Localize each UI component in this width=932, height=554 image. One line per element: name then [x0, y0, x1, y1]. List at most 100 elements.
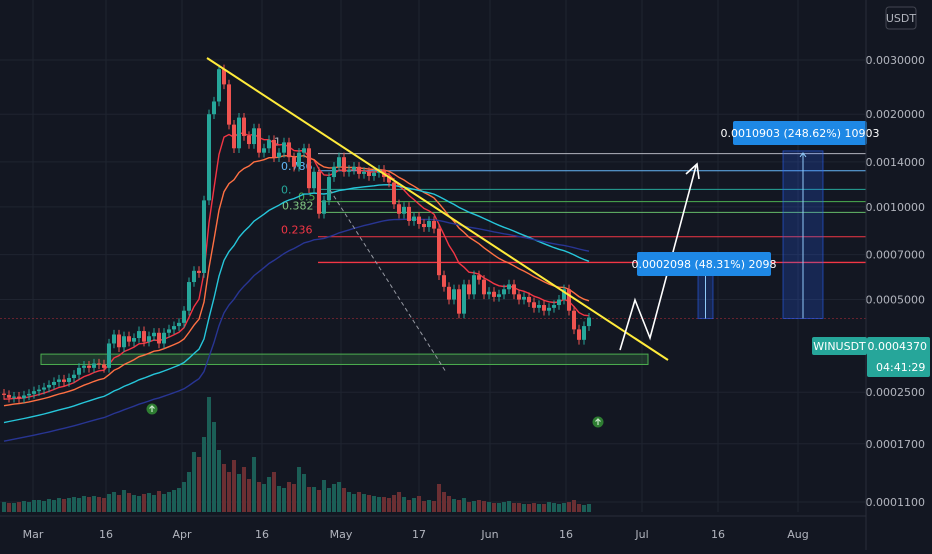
- fib-level-label: 0.236: [281, 224, 313, 237]
- candle-body: [387, 177, 391, 183]
- currency-badge[interactable]: USDT: [885, 6, 917, 30]
- candle-body: [202, 200, 206, 273]
- volume-bar: [27, 502, 31, 512]
- moving-averages: [3, 132, 590, 442]
- volume-bar: [77, 498, 81, 512]
- volume-bar: [542, 504, 546, 512]
- volume-bar: [142, 494, 146, 512]
- volume-bar: [72, 497, 76, 512]
- candle-body: [527, 296, 531, 303]
- volume-bar: [262, 484, 266, 512]
- price-tick-label: 0.0002500: [866, 386, 926, 399]
- volume-bar: [167, 492, 171, 512]
- fib-level-label: 1: [274, 136, 281, 149]
- time-tick-label: 17: [412, 528, 426, 541]
- candle-body: [497, 294, 501, 297]
- dashed-fib-anchor-line[interactable]: [329, 189, 447, 373]
- candle-body: [12, 396, 16, 398]
- volume-bar: [427, 500, 431, 512]
- volume-bar: [137, 496, 141, 512]
- volume-bar: [57, 498, 61, 512]
- volume-bar: [437, 484, 441, 512]
- candle-body: [442, 275, 446, 287]
- price-value: 0.0004370: [868, 340, 928, 353]
- zones: [0, 261, 866, 365]
- volume-bar: [12, 503, 16, 512]
- symbol-label: WINUSDT: [813, 340, 866, 353]
- volume-bar: [477, 500, 481, 512]
- time-tick-label: 16: [559, 528, 573, 541]
- volume-bar: [307, 487, 311, 512]
- candle-body: [7, 394, 11, 398]
- projection-label: 0.0010903 (248.62%) 10903: [721, 127, 880, 140]
- candle-body: [157, 332, 161, 344]
- volume-bar: [412, 498, 416, 512]
- volume-bar: [222, 464, 226, 512]
- volume-bar: [517, 503, 521, 512]
- volume-bar: [482, 501, 486, 512]
- candle-body: [137, 331, 141, 339]
- volume-bar: [327, 488, 331, 512]
- volume-bar: [377, 497, 381, 512]
- candle-body: [92, 363, 96, 368]
- ma-red-line: [3, 132, 590, 400]
- volume-bar: [177, 488, 181, 512]
- volume-bar: [247, 479, 251, 512]
- volume-bar: [502, 502, 506, 512]
- candle-body: [412, 216, 416, 221]
- volume-bar: [532, 503, 536, 512]
- volume-bar: [277, 486, 281, 512]
- volume-bar: [337, 482, 341, 512]
- volume-bar: [432, 501, 436, 512]
- candle-body: [162, 332, 166, 344]
- volume-bar: [467, 502, 471, 512]
- volume-bar: [272, 472, 276, 512]
- candle-body: [407, 206, 411, 221]
- candle-body: [122, 336, 126, 348]
- candle-body: [167, 329, 171, 333]
- arrow-head: [685, 162, 700, 180]
- projection-label: 0.0002098 (48.31%) 2098: [632, 258, 777, 271]
- candle-body: [397, 204, 401, 214]
- candle-body: [242, 117, 246, 136]
- volume-bar: [457, 500, 461, 512]
- candle-body: [437, 228, 441, 276]
- volume-bar: [32, 500, 36, 512]
- fib-level-label: 0.: [281, 183, 292, 196]
- candle-body: [537, 305, 541, 308]
- candle-body: [247, 135, 251, 145]
- candle-body: [32, 391, 36, 394]
- volume-bar: [447, 496, 451, 512]
- candle-body: [182, 310, 186, 323]
- support-zone[interactable]: [40, 353, 649, 365]
- price-projections[interactable]: 0.0002098 (48.31%) 2098 0.0010903 (248.62…: [632, 121, 880, 319]
- volume-bar: [62, 499, 66, 512]
- volume-bar: [367, 495, 371, 512]
- candle-body: [297, 152, 301, 167]
- volume-bar: [567, 502, 571, 512]
- volume-bar: [417, 496, 421, 512]
- time-tick-label: Jun: [480, 528, 498, 541]
- volume-bar: [117, 495, 121, 512]
- volume-bar: [552, 503, 556, 512]
- descending-trendline[interactable]: [206, 57, 669, 361]
- candle-body: [62, 379, 66, 382]
- candle-body: [172, 326, 176, 330]
- volume-bar: [237, 474, 241, 512]
- candle-body: [192, 270, 196, 283]
- volume-bar: [17, 502, 21, 512]
- price-badge: [867, 337, 930, 377]
- candle-body: [342, 157, 346, 172]
- time-tick-label: May: [330, 528, 353, 541]
- candle-body: [347, 169, 351, 172]
- volume-bar: [587, 504, 591, 512]
- volume-bar: [242, 467, 246, 512]
- candle-body: [17, 396, 21, 399]
- candle-body: [582, 326, 586, 340]
- price-tick-label: 0.0005000: [866, 294, 926, 307]
- volume-bar: [562, 503, 566, 512]
